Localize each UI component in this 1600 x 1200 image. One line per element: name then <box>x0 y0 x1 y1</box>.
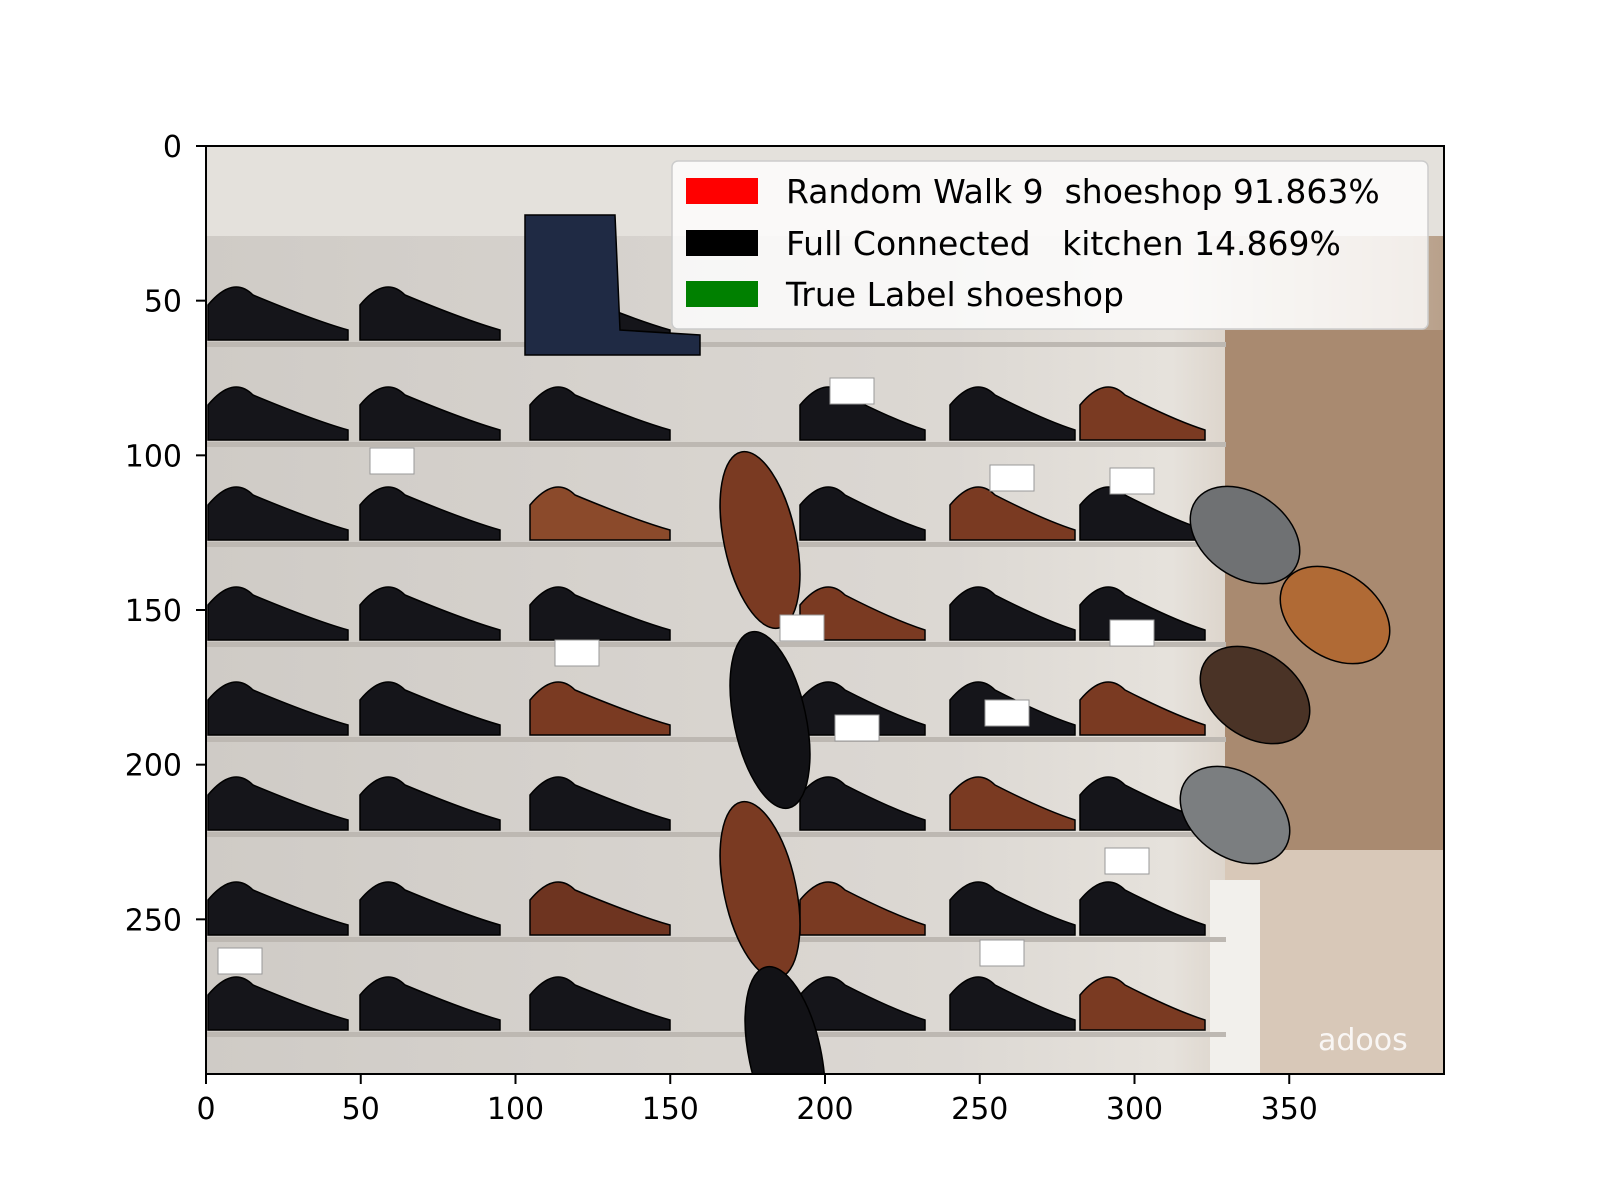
shelf-line <box>206 937 1226 942</box>
price-tag <box>829 377 875 405</box>
y-axis: 0 50 100 150 200 250 <box>125 130 206 938</box>
boot-shape <box>1199 645 1311 745</box>
boot-shape <box>1179 765 1291 865</box>
shelf-line <box>206 832 1226 837</box>
shoe-shape <box>207 486 349 541</box>
shoe-shape <box>359 881 501 936</box>
x-axis: 0 50 100 150 200 250 300 350 <box>196 1074 1318 1127</box>
shoe-shape <box>529 776 671 831</box>
y-tick-label: 200 <box>125 749 182 784</box>
legend-swatch-full-connected <box>686 230 758 256</box>
price-tag <box>554 639 600 667</box>
shelf-line <box>206 342 1226 347</box>
price-tag <box>1109 467 1155 495</box>
shoe-shape <box>529 386 671 441</box>
shelf-line <box>206 737 1226 742</box>
shoe-shape <box>207 286 349 341</box>
x-tick-label: 200 <box>796 1092 853 1127</box>
price-tag <box>779 614 825 642</box>
shoe-shape <box>799 486 926 541</box>
price-tag <box>369 447 415 475</box>
shoe-shape <box>1079 386 1206 441</box>
shoe-shape <box>799 881 926 936</box>
boot-shape <box>1189 485 1301 585</box>
x-tick-label: 300 <box>1106 1092 1163 1127</box>
shoe-shape <box>359 286 501 341</box>
shoe-shape <box>1079 681 1206 736</box>
shoe-shape <box>1079 976 1206 1031</box>
legend-swatch-true-label <box>686 281 758 307</box>
shoe-shape <box>949 586 1076 641</box>
x-tick-label: 150 <box>642 1092 699 1127</box>
shelf-line <box>206 1032 1226 1037</box>
shoe-shape <box>359 976 501 1031</box>
y-tick-label: 250 <box>125 903 182 938</box>
shelf-line <box>206 542 1226 547</box>
legend-box <box>671 160 1429 330</box>
shoe-shape <box>799 776 926 831</box>
watermark-text: adoos <box>1318 1023 1408 1058</box>
shoe-shape <box>949 881 1076 936</box>
shoe-shape <box>359 776 501 831</box>
y-tick-label: 100 <box>125 439 182 474</box>
shoe-shape <box>359 386 501 441</box>
shoe-shape <box>529 681 671 736</box>
shoe-shape <box>207 386 349 441</box>
hanging-shoe-shape <box>744 965 826 1074</box>
shoe-shape <box>529 486 671 541</box>
shoe-shape <box>949 386 1076 441</box>
shoe-shape <box>529 881 671 936</box>
shoe-shape <box>529 586 671 641</box>
boot-shape <box>524 214 701 356</box>
shoe-shape <box>207 881 349 936</box>
x-tick-label: 50 <box>342 1092 380 1127</box>
legend-label-full-connected: Full Connected kitchen 14.869% <box>786 224 1341 263</box>
shoe-shape <box>207 681 349 736</box>
price-tag <box>989 464 1035 492</box>
y-tick-label: 150 <box>125 594 182 629</box>
shelf-line <box>206 642 1226 647</box>
y-tick-label: 0 <box>163 130 182 165</box>
shoe-shape <box>799 976 926 1031</box>
shoe-shape <box>949 486 1076 541</box>
x-tick-label: 0 <box>196 1092 215 1127</box>
price-tag <box>834 714 880 742</box>
shoe-shape <box>799 586 926 641</box>
legend-swatch-random-walk <box>686 178 758 204</box>
shoe-shape <box>207 586 349 641</box>
shoe-shape <box>359 486 501 541</box>
x-tick-label: 100 <box>487 1092 544 1127</box>
legend: Random Walk 9 shoeshop 91.863% Full Conn… <box>671 160 1429 330</box>
hanging-shoe-shape <box>719 450 801 630</box>
legend-label-true-label: True Label shoeshop <box>785 275 1124 314</box>
shoe-shape <box>359 681 501 736</box>
legend-label-random-walk: Random Walk 9 shoeshop 91.863% <box>786 172 1380 211</box>
shoe-shape <box>207 776 349 831</box>
price-tag <box>217 947 263 975</box>
x-tick-label: 350 <box>1261 1092 1318 1127</box>
shoe-shape <box>529 976 671 1031</box>
price-tag <box>1104 847 1150 875</box>
y-tick-label: 50 <box>144 285 182 320</box>
price-tag <box>984 699 1030 727</box>
x-tick-label: 250 <box>951 1092 1008 1127</box>
shoe-shape <box>359 586 501 641</box>
shoe-shape <box>949 976 1076 1031</box>
boot-shape <box>1279 565 1391 665</box>
shoe-shape <box>799 681 926 736</box>
shoe-shape <box>1079 881 1206 936</box>
price-tag <box>979 939 1025 967</box>
shelf-line <box>206 442 1226 447</box>
price-tag <box>1109 619 1155 647</box>
hanging-shoe-shape <box>729 630 811 810</box>
shoe-shape <box>207 976 349 1031</box>
shoe-shape <box>949 776 1076 831</box>
